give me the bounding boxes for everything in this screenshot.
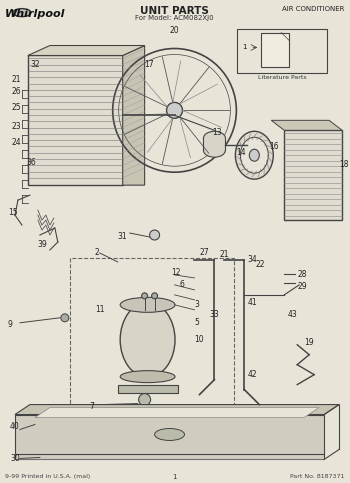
Text: 6: 6 [180, 280, 184, 289]
Text: 24: 24 [12, 138, 22, 147]
Text: 22: 22 [255, 260, 265, 269]
Text: 34: 34 [247, 255, 257, 264]
Text: 19: 19 [304, 338, 314, 347]
Text: 41: 41 [247, 298, 257, 307]
Polygon shape [271, 120, 342, 130]
Text: 16: 16 [269, 142, 279, 151]
Text: 1: 1 [242, 43, 247, 50]
Ellipse shape [240, 137, 268, 173]
Text: 2: 2 [95, 248, 99, 257]
Ellipse shape [142, 293, 148, 299]
Text: 9-99 Printed in U.S.A. (mal): 9-99 Printed in U.S.A. (mal) [5, 474, 90, 480]
Text: 20: 20 [169, 26, 179, 35]
Text: Literature Parts: Literature Parts [258, 75, 307, 81]
Ellipse shape [149, 230, 160, 240]
Text: 13: 13 [212, 128, 222, 137]
Text: 14: 14 [236, 148, 246, 157]
Ellipse shape [167, 102, 182, 118]
Ellipse shape [120, 302, 175, 377]
Text: 15: 15 [8, 208, 18, 217]
Text: 23: 23 [12, 122, 22, 131]
Ellipse shape [120, 298, 175, 313]
Text: 9: 9 [8, 320, 13, 329]
Text: 18: 18 [339, 160, 349, 169]
Text: 43: 43 [287, 310, 297, 319]
Text: UNIT PARTS: UNIT PARTS [140, 6, 209, 15]
Bar [15, 414, 324, 459]
Ellipse shape [155, 428, 184, 440]
Bar [284, 130, 342, 220]
Ellipse shape [13, 9, 31, 16]
Polygon shape [28, 45, 145, 56]
Text: 30: 30 [10, 455, 20, 463]
Bar [203, 138, 225, 150]
Text: 39: 39 [38, 240, 48, 249]
Bar [261, 32, 289, 68]
Bar [70, 258, 235, 412]
Ellipse shape [203, 143, 225, 157]
Text: 36: 36 [26, 158, 36, 167]
Text: 21: 21 [12, 75, 21, 85]
Ellipse shape [203, 131, 225, 145]
Text: 11: 11 [95, 305, 104, 314]
Text: 31: 31 [118, 232, 127, 241]
Ellipse shape [152, 293, 158, 299]
Text: 21: 21 [219, 250, 229, 259]
Text: 28: 28 [297, 270, 307, 279]
Text: 17: 17 [145, 60, 154, 70]
Bar [28, 56, 122, 185]
Text: AIR CONDITIONER: AIR CONDITIONER [282, 6, 344, 12]
Text: 40: 40 [10, 422, 20, 430]
Text: 10: 10 [195, 335, 204, 344]
Ellipse shape [61, 314, 69, 322]
Text: 12: 12 [172, 268, 181, 277]
Ellipse shape [139, 394, 150, 406]
Text: 7: 7 [90, 401, 95, 411]
Ellipse shape [120, 370, 175, 383]
Polygon shape [35, 408, 319, 417]
Text: 26: 26 [12, 87, 22, 97]
Bar [118, 384, 177, 393]
Text: Whirlpool: Whirlpool [5, 9, 65, 19]
Text: 33: 33 [209, 310, 219, 319]
Bar [237, 28, 327, 73]
Text: For Model: ACM082XJ0: For Model: ACM082XJ0 [135, 14, 214, 21]
Polygon shape [122, 45, 145, 185]
Text: 3: 3 [195, 300, 200, 309]
Text: 42: 42 [247, 369, 257, 379]
Text: Part No. 8187371: Part No. 8187371 [290, 474, 344, 480]
Text: 32: 32 [30, 60, 40, 70]
Ellipse shape [236, 131, 273, 179]
Polygon shape [15, 405, 339, 414]
Text: 27: 27 [199, 248, 209, 257]
Text: 29: 29 [297, 282, 307, 291]
Text: 5: 5 [195, 318, 200, 327]
Ellipse shape [249, 149, 259, 161]
Text: 1: 1 [172, 474, 177, 481]
Text: 25: 25 [12, 103, 22, 113]
